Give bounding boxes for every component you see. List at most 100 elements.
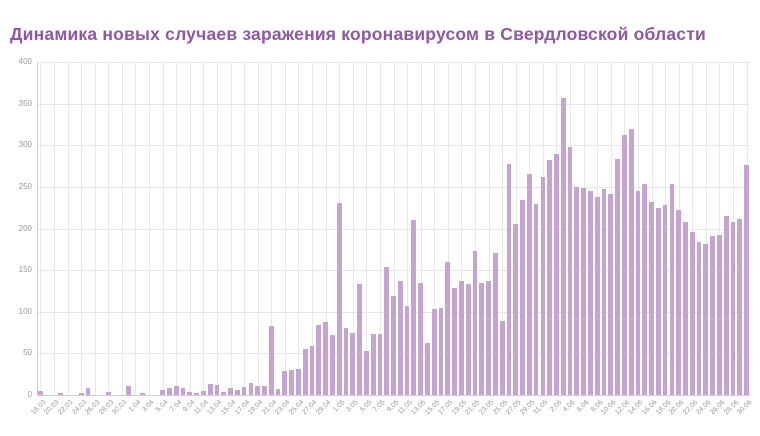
gridline-v [407, 62, 409, 395]
x-tick-label: 7.04 [168, 399, 184, 414]
gridline-v [325, 62, 327, 395]
bar [207, 384, 213, 395]
bar [581, 187, 586, 395]
bar [228, 388, 233, 395]
bar [431, 309, 437, 395]
x-tick-label: 3.04 [141, 399, 156, 414]
bar [78, 392, 84, 395]
bar [492, 253, 498, 395]
bar [662, 205, 668, 395]
gridline-v [216, 62, 218, 395]
x-tick-label: 13.04 [206, 399, 224, 417]
bar [615, 158, 620, 395]
bar [628, 128, 634, 395]
gridline-v [189, 62, 191, 395]
bar [296, 369, 301, 395]
y-axis-line [37, 62, 38, 395]
bar [710, 236, 716, 395]
gridline-v [176, 62, 178, 395]
bar [350, 333, 356, 395]
bar [540, 176, 546, 395]
gridline-v [379, 62, 381, 395]
bar [316, 325, 322, 395]
gridline-v [257, 62, 259, 395]
bar [696, 241, 702, 395]
bar [370, 334, 376, 395]
gridline-v [298, 62, 300, 395]
bar [499, 320, 505, 395]
bar [343, 328, 349, 395]
gridline-v [393, 62, 395, 395]
bar [486, 280, 491, 395]
bar [302, 349, 308, 395]
bar [608, 194, 614, 395]
y-tick-label: 0 [27, 390, 32, 399]
bar [167, 387, 172, 395]
gridline-v [94, 62, 96, 395]
bar [323, 321, 328, 395]
bar [438, 307, 444, 395]
gridline-v [162, 62, 164, 395]
bar [526, 173, 532, 395]
x-tick-label: 5.05 [358, 399, 374, 414]
gridline-v [284, 62, 286, 395]
bar [58, 392, 64, 395]
bar [506, 163, 512, 395]
gridline-v [244, 62, 246, 395]
gridline-v [40, 62, 42, 395]
x-tick-label: 1.04 [127, 399, 143, 414]
bar [187, 391, 193, 395]
bar [309, 345, 315, 395]
bar [255, 385, 261, 395]
bar [723, 216, 729, 395]
bar [574, 186, 580, 395]
y-tick-label: 100 [18, 306, 32, 316]
bar [268, 325, 274, 395]
gridline-v [203, 62, 205, 395]
bar [744, 165, 749, 395]
y-tick-label: 50 [23, 348, 32, 358]
gridline-v [420, 62, 422, 395]
bar [126, 385, 132, 395]
bar [248, 383, 254, 395]
bar [397, 280, 403, 395]
bar [737, 218, 743, 395]
bar [459, 280, 464, 395]
gridline-h [37, 395, 750, 396]
bar [465, 284, 471, 395]
bar [669, 183, 675, 395]
bar [38, 390, 43, 395]
gridline-v [312, 62, 313, 395]
bar [649, 201, 654, 395]
x-tick-label: 2.06 [548, 399, 564, 414]
bar [377, 334, 383, 395]
bar [520, 200, 525, 395]
bar [105, 391, 111, 395]
gridline-v [434, 62, 436, 395]
y-tick-label: 400 [18, 57, 32, 66]
bar [683, 221, 688, 395]
bar [214, 385, 220, 395]
bar [85, 387, 91, 395]
bar [479, 282, 485, 395]
bar [554, 153, 559, 395]
bar [588, 191, 593, 395]
bar [330, 335, 335, 395]
x-tick-label: 29.04 [315, 399, 333, 417]
y-tick-label: 200 [18, 223, 32, 233]
bar [262, 385, 267, 395]
bar [221, 391, 227, 395]
bar [567, 146, 573, 395]
bar [275, 389, 281, 395]
bar [655, 207, 661, 395]
bar [241, 386, 247, 395]
bar [411, 220, 417, 395]
gridline-v [271, 62, 273, 395]
bar [676, 210, 682, 395]
x-tick-label: 5.04 [154, 399, 170, 414]
gridline-v [719, 62, 721, 395]
bar [418, 283, 424, 395]
bar [689, 231, 695, 395]
gridline-v [230, 62, 232, 395]
